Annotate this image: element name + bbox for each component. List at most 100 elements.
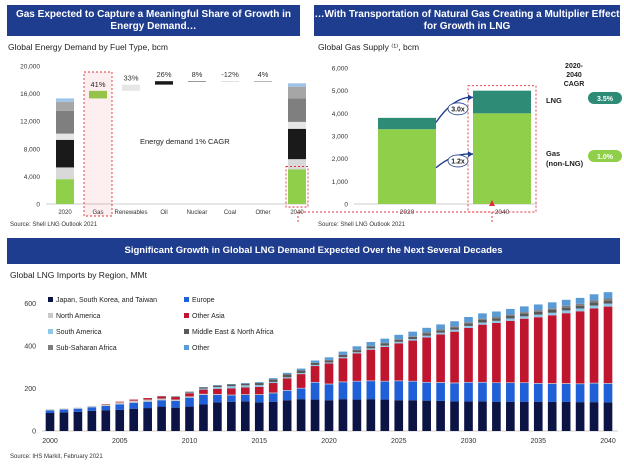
left-xtick-label: Oil	[160, 210, 167, 216]
lng-bar-2034-series-5	[519, 313, 529, 317]
lng-bar-2023-series-4	[366, 348, 376, 350]
lng-bar-2039-series-6	[589, 300, 599, 303]
lng-bar-2006-series-1	[129, 402, 139, 409]
lng-bar-2033-series-4	[506, 318, 515, 321]
lng-bar-2007-series-3	[143, 398, 152, 400]
lng-bar-2002-series-0	[73, 411, 83, 431]
multiplier-label-2: 1.2x	[451, 158, 465, 165]
left-xtick-label: 2040	[290, 210, 304, 216]
right-xtick-label: 2020	[400, 209, 415, 216]
waterfall-bar-gas	[89, 90, 107, 99]
lng-bar-2022-series-2	[352, 380, 362, 382]
lng-bar-2023-series-2	[366, 380, 376, 382]
lng-bar-2016-series-4	[268, 381, 278, 384]
left-ytick-label: 16,000	[20, 91, 40, 98]
bottom-ytick-label: 400	[24, 344, 36, 351]
lng-bar-2023-series-1	[366, 381, 376, 400]
lng-bar-2033-series-6	[506, 314, 515, 316]
lng-bar-2021-series-3	[338, 358, 348, 382]
lng-bar-2027-series-2	[422, 381, 431, 383]
lng-bar-2023-series-7	[366, 342, 376, 346]
lng-bar-2003-series-1	[87, 407, 97, 411]
lng-bar-2033-series-0	[506, 401, 515, 431]
lng-bar-2024-series-1	[380, 381, 390, 400]
lng-bar-2026-series-7	[408, 331, 418, 337]
lng-bar-2008-series-3	[157, 396, 166, 399]
left-panel-title: Gas Expected to Capture a Meaningful Sha…	[7, 5, 300, 36]
lng-bar-2015-series-0	[254, 402, 264, 431]
lng-bar-2025-series-0	[394, 400, 404, 431]
lng-bar-2029-series-1	[450, 383, 459, 402]
lng-bar-2023-series-5	[366, 346, 376, 349]
lng-bar-2032-series-3	[492, 322, 501, 383]
bottom-xtick-label: 2025	[391, 438, 407, 445]
left-xtick-label: Nuclear	[187, 210, 208, 216]
lng-bar-2022-series-4	[352, 352, 362, 354]
lng-bar-2037-series-7	[561, 299, 571, 306]
lng-bar-2035-series-3	[533, 317, 543, 384]
left-ytick-label: 0	[36, 202, 40, 209]
right-panel-title-text: …With Transportation of Natural Gas Crea…	[314, 9, 620, 32]
lng-bar-2040-series-7	[603, 292, 613, 299]
bottom-xtick-label: 2005	[112, 438, 128, 445]
supply-2040-lng-segment	[473, 90, 531, 114]
cagr-gas-badge	[588, 150, 622, 162]
lng-bar-2038-series-5	[575, 305, 585, 309]
lng-bar-2024-series-4	[380, 345, 390, 347]
lng-bar-2012-series-5	[213, 385, 222, 388]
lng-bar-2021-series-2	[338, 381, 348, 383]
lng-bar-2012-series-2	[213, 394, 222, 395]
legend-label-2: North America	[56, 313, 100, 320]
lng-bar-2014-series-7	[240, 383, 250, 384]
gas-highlight-box	[83, 71, 113, 217]
lng-bar-2006-series-2	[129, 400, 139, 403]
lng-bar-2020-series-0	[324, 400, 334, 431]
lng-bar-2016-series-3	[268, 383, 278, 393]
lng-bar-2034-series-0	[519, 401, 529, 431]
lng-bar-2035-series-6	[533, 310, 543, 312]
lng-bar-2000-series-2	[45, 409, 55, 411]
left-ytick-label: 12,000	[20, 119, 40, 126]
lng-bar-2035-series-0	[533, 401, 543, 431]
lng-bar-2038-series-2	[575, 383, 585, 385]
lng-bar-2026-series-1	[408, 381, 418, 401]
lng-bar-2024-series-2	[380, 380, 390, 382]
waterfall-label-coal: -12%	[221, 70, 239, 79]
lng-bar-2032-series-6	[492, 316, 501, 319]
lng-bar-2020-series-3	[324, 363, 334, 384]
waterfall-bar-nuclear	[188, 81, 206, 82]
lng-bar-2030-series-6	[464, 322, 473, 324]
lng-bar-2002-series-2	[73, 407, 83, 409]
lng-bar-2030-series-5	[464, 323, 473, 326]
lng-bar-2039-series-5	[589, 302, 599, 306]
gas-label: Gas	[546, 149, 560, 158]
lng-bar-2023-series-3	[366, 349, 376, 381]
lng-bar-2013-series-0	[227, 401, 236, 431]
lng-bar-2005-series-1	[115, 404, 125, 410]
bottom-panel-title: Significant Growth in Global LNG Demand …	[7, 238, 620, 264]
lng-bar-2019-series-7	[310, 360, 320, 363]
lng-bar-2027-series-5	[422, 333, 431, 336]
supply-2020-lng-segment	[378, 117, 436, 130]
lng-bar-2038-series-4	[575, 308, 585, 312]
lng-bar-2012-series-0	[213, 402, 222, 431]
lng-bar-2036-series-5	[547, 309, 557, 313]
legend-label-7: Other	[192, 345, 210, 352]
bottom-panel-title-text: Significant Growth in Global LNG Demand …	[124, 244, 503, 256]
lng-bar-2032-series-4	[492, 320, 501, 323]
lng-bar-2035-series-2	[533, 383, 543, 384]
lng-bar-2027-series-7	[422, 327, 431, 333]
lng-bar-2034-series-2	[519, 382, 529, 384]
lng-bar-2035-series-7	[533, 304, 543, 311]
bottom-xtick-label: 2030	[461, 438, 477, 445]
bar-2020-top-segment	[56, 98, 74, 102]
bottom-ytick-label: 200	[24, 386, 36, 393]
bottom-xtick-label: 2040	[600, 438, 616, 445]
lng-bar-2003-series-2	[87, 405, 97, 408]
lng-bar-2033-series-7	[506, 308, 515, 315]
waterfall-label-other: 4%	[258, 70, 269, 79]
lng-bar-2007-series-2	[143, 399, 152, 402]
lng-bar-2017-series-1	[282, 390, 292, 401]
lng-bar-2022-series-1	[352, 381, 362, 400]
lng-bar-2000-series-1	[45, 410, 55, 413]
